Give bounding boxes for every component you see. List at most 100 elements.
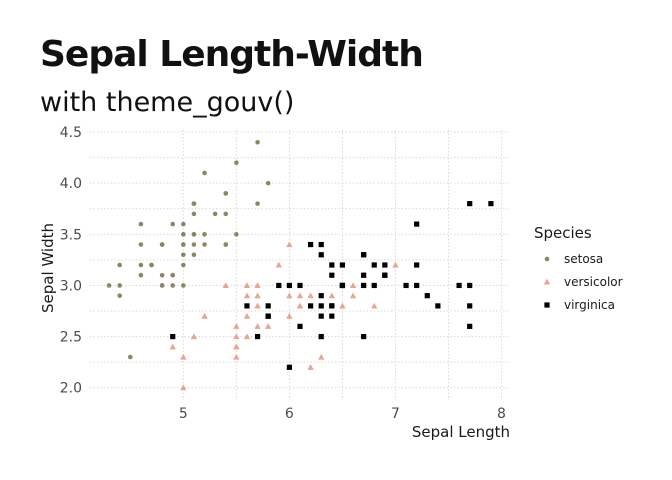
- data-point-setosa: [191, 201, 197, 206]
- data-point-setosa: [117, 283, 122, 288]
- data-point-virginica: [276, 282, 282, 289]
- data-point-versicolor: [222, 282, 229, 289]
- legend-label-virginica: virginica: [564, 298, 615, 312]
- data-point-versicolor: [264, 323, 272, 329]
- legend-title: Species: [534, 224, 592, 242]
- series-setosa: [106, 139, 271, 360]
- y-tick-label: 3.0: [60, 278, 82, 294]
- data-point-setosa: [106, 283, 112, 288]
- data-point-versicolor: [286, 241, 293, 248]
- data-point-setosa: [191, 211, 197, 217]
- data-point-versicolor: [296, 292, 304, 299]
- y-tick-label: 3.5: [60, 227, 82, 243]
- data-point-virginica: [361, 272, 367, 278]
- data-point-setosa: [181, 262, 186, 268]
- data-point-versicolor: [180, 353, 187, 360]
- data-point-versicolor: [275, 261, 282, 268]
- data-point-setosa: [170, 283, 176, 288]
- data-point-setosa: [223, 191, 229, 196]
- y-tick-label: 4.5: [60, 125, 82, 141]
- data-point-setosa: [202, 170, 207, 176]
- data-point-versicolor: [371, 302, 378, 309]
- data-point-setosa: [181, 232, 186, 237]
- chart-title: Sepal Length-Width: [40, 34, 424, 75]
- legend-key-versicolor: [543, 278, 551, 285]
- data-point-virginica: [297, 323, 303, 329]
- legend-key-setosa: [544, 256, 550, 262]
- data-point-virginica: [361, 282, 367, 289]
- data-point-versicolor: [243, 282, 251, 289]
- data-point-versicolor: [254, 323, 261, 329]
- data-point-versicolor: [392, 261, 399, 268]
- data-point-setosa: [202, 232, 207, 237]
- data-point-virginica: [308, 241, 314, 248]
- data-point-virginica: [318, 333, 324, 340]
- data-point-versicolor: [243, 312, 251, 319]
- data-point-virginica: [329, 262, 335, 268]
- data-point-virginica: [414, 282, 420, 289]
- data-point-virginica: [318, 303, 324, 309]
- data-point-virginica: [467, 323, 473, 329]
- y-tick-label: 2.5: [60, 330, 82, 346]
- data-point-setosa: [212, 211, 218, 217]
- data-points: [106, 139, 494, 391]
- data-point-versicolor: [349, 292, 357, 299]
- data-point-virginica: [265, 313, 271, 319]
- y-tick-label: 4.0: [60, 176, 82, 192]
- data-point-setosa: [202, 242, 207, 247]
- data-point-virginica: [414, 221, 420, 227]
- data-point-versicolor: [180, 384, 187, 391]
- data-point-setosa: [191, 252, 197, 258]
- data-point-versicolor: [296, 302, 304, 309]
- data-point-virginica: [308, 303, 314, 309]
- data-point-setosa: [181, 221, 186, 227]
- data-point-setosa: [255, 139, 260, 145]
- chart-subtitle: with theme_gouv(): [40, 87, 295, 118]
- data-point-virginica: [329, 303, 335, 309]
- data-point-versicolor: [190, 333, 198, 340]
- data-point-setosa: [138, 242, 144, 247]
- data-point-setosa: [234, 160, 239, 166]
- data-point-versicolor: [254, 282, 261, 289]
- data-point-virginica: [371, 282, 377, 289]
- data-point-virginica: [403, 282, 409, 289]
- data-point-virginica: [467, 282, 473, 289]
- data-point-setosa: [181, 283, 186, 288]
- data-point-setosa: [223, 211, 229, 217]
- data-point-virginica: [170, 333, 176, 340]
- data-point-versicolor: [286, 312, 293, 319]
- data-point-versicolor: [286, 292, 293, 299]
- data-point-setosa: [255, 201, 260, 206]
- data-point-virginica: [318, 313, 324, 319]
- data-point-versicolor: [233, 333, 240, 340]
- x-tick-label: 7: [391, 406, 400, 422]
- data-point-setosa: [117, 293, 122, 298]
- data-point-setosa: [159, 283, 165, 288]
- data-point-setosa: [149, 262, 154, 268]
- data-point-setosa: [223, 242, 229, 247]
- data-point-virginica: [361, 333, 367, 340]
- legend: Species setosa versicolor virginica: [534, 224, 623, 312]
- data-point-versicolor: [349, 282, 357, 289]
- data-point-setosa: [234, 232, 239, 237]
- data-point-versicolor: [307, 292, 314, 299]
- data-point-versicolor: [201, 312, 208, 319]
- x-axis-title: Sepal Length: [412, 423, 510, 441]
- data-point-versicolor: [169, 343, 176, 350]
- data-point-virginica: [318, 241, 324, 248]
- data-point-virginica: [414, 262, 420, 268]
- x-tick-label: 8: [497, 406, 506, 422]
- grid-lines: [90, 130, 510, 400]
- data-point-virginica: [424, 293, 430, 299]
- data-point-versicolor: [233, 343, 240, 350]
- data-point-versicolor: [243, 333, 251, 340]
- data-point-virginica: [361, 252, 367, 258]
- series-virginica: [170, 201, 494, 370]
- series-versicolor: [169, 241, 399, 391]
- data-point-virginica: [339, 262, 346, 268]
- data-point-setosa: [138, 262, 144, 268]
- data-point-virginica: [329, 313, 335, 319]
- data-point-versicolor: [339, 302, 346, 309]
- data-point-virginica: [254, 333, 261, 340]
- data-point-setosa: [128, 354, 133, 360]
